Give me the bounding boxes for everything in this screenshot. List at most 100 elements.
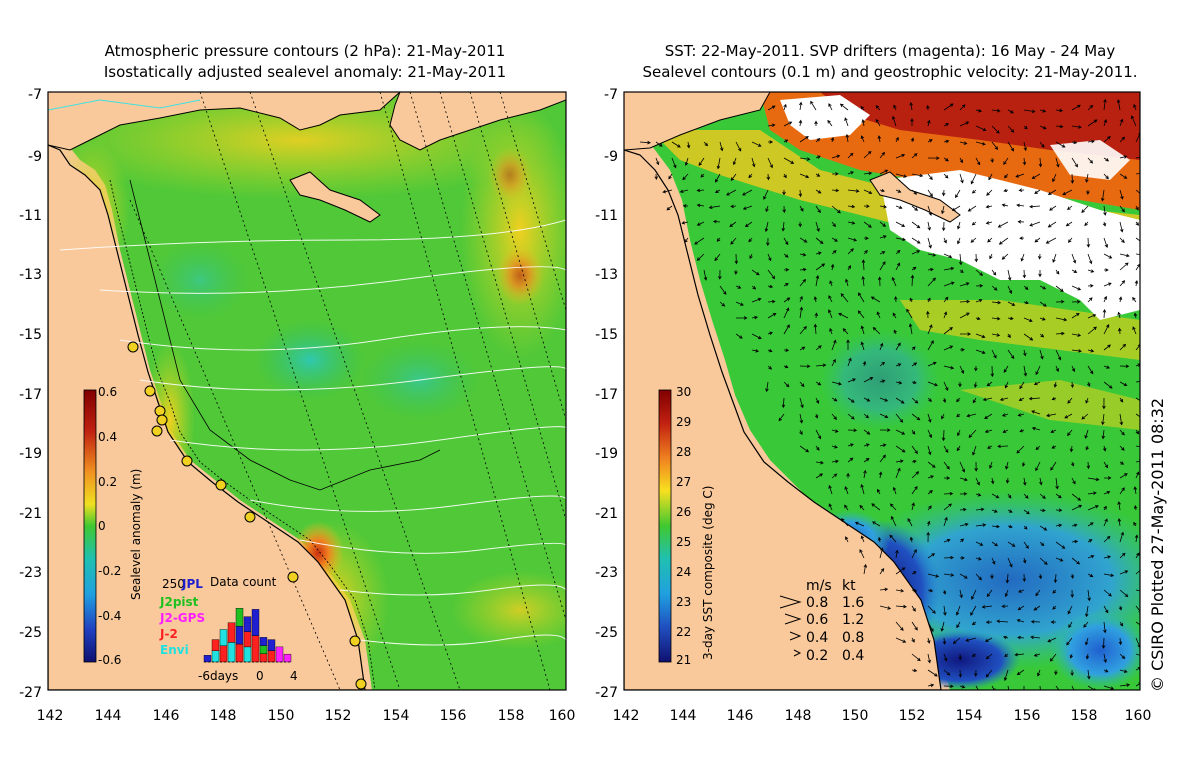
- velocity-arrow: [1039, 285, 1047, 290]
- velocity-arrow: [927, 119, 931, 127]
- velocity-arrow: [1103, 685, 1115, 690]
- velocity-arrow: [895, 567, 906, 575]
- velocity-arrow: [847, 171, 854, 175]
- velocity-arrow: [814, 413, 819, 419]
- velocity-arrow: [989, 461, 993, 469]
- left-warm-eddy-3: [488, 147, 532, 203]
- velocity-arrow: [1023, 317, 1033, 322]
- velocity-arrow: [966, 413, 977, 418]
- velocity-arrow: [714, 189, 721, 194]
- right-island-chain: [869, 171, 961, 223]
- velocity-arrow: [927, 267, 934, 272]
- velocity-arrow: [1039, 541, 1045, 547]
- velocity-arrow: [1052, 173, 1057, 183]
- velocity-arrow: [1039, 109, 1047, 113]
- velocity-arrow: [1101, 189, 1105, 202]
- velocity-arrow: [970, 605, 977, 616]
- velocity-arrow: [1087, 381, 1091, 387]
- velocity-arrow: [911, 605, 916, 612]
- velocity-arrow: [751, 157, 756, 168]
- velocity-arrow: [975, 477, 980, 486]
- velocity-arrow: [1018, 188, 1025, 192]
- velocity-arrow: [972, 397, 977, 404]
- velocity-arrow: [1087, 685, 1096, 690]
- velocity-arrow: [763, 189, 769, 200]
- velocity-arrow: [1135, 653, 1140, 658]
- velocity-arrow: [879, 397, 889, 402]
- legend-bar: [243, 646, 252, 663]
- velocity-arrow: [1022, 269, 1027, 279]
- velocity-arrow: [1087, 104, 1094, 111]
- velocity-arrow: [927, 361, 937, 367]
- velocity-arrow: [987, 445, 993, 449]
- velocity-arrow: [719, 285, 727, 295]
- velocity-arrow: [1039, 317, 1046, 321]
- left-y-tick: -21: [19, 506, 42, 522]
- left-y-tick: -23: [19, 565, 42, 581]
- legend-bar: [259, 653, 268, 663]
- right-cb-tick-8: 22: [676, 625, 691, 639]
- velocity-arrow: [668, 173, 673, 180]
- left-map: [48, 92, 566, 690]
- velocity-arrow: [1101, 429, 1106, 440]
- velocity-arrow: [764, 221, 769, 233]
- velocity-arrow: [847, 357, 852, 367]
- velocity-arrow: [1135, 459, 1140, 463]
- velocity-arrow: [1016, 669, 1025, 676]
- left-cyan-low-3: [150, 240, 250, 320]
- left-x-tick: 156: [440, 708, 467, 724]
- velocity-arrow: [798, 221, 802, 228]
- velocity-arrow: [863, 397, 871, 402]
- velocity-arrow: [911, 237, 921, 244]
- left-colorbar-ticks: 0.6 0.4 0.2 0 -0.2 -0.4 -0.6: [98, 385, 121, 667]
- velocity-arrow: [847, 428, 858, 433]
- velocity-arrow: [1007, 509, 1013, 513]
- left-cb-tick-6: -0.6: [98, 653, 121, 667]
- velocity-arrow: [1103, 253, 1113, 259]
- velocity-arrow: [1119, 621, 1124, 627]
- velocity-arrow: [959, 282, 970, 287]
- velocity-arrow: [1070, 669, 1074, 677]
- velocity-arrow: [1070, 381, 1075, 389]
- right-cloud-north: [780, 95, 870, 140]
- velocity-arrow: [1007, 301, 1016, 306]
- velocity-arrow: [814, 120, 818, 126]
- velocity-arrow: [696, 188, 705, 193]
- velocity-arrow: [1055, 523, 1063, 528]
- velocity-arrow: [845, 278, 849, 287]
- velocity-arrow: [911, 571, 917, 575]
- right-x-tick: 150: [842, 708, 869, 724]
- velocity-arrow: [1117, 311, 1121, 319]
- velocity-arrow: [1135, 253, 1140, 255]
- right-y-tick: -19: [595, 446, 618, 462]
- velocity-arrow: [927, 297, 931, 303]
- velocity-arrow: [830, 263, 835, 271]
- velocity-arrow: [1071, 125, 1082, 129]
- velocity-arrow: [985, 669, 993, 678]
- velocity-arrow: [1023, 300, 1029, 305]
- velocity-arrow: [959, 573, 968, 579]
- velocity-arrow: [799, 306, 804, 319]
- velocity-arrow: [861, 118, 866, 127]
- velocity-arrow: [1135, 429, 1140, 435]
- velocity-arrow: [831, 429, 839, 433]
- velocity-arrow: [1085, 605, 1089, 618]
- velocity-arrow: [926, 310, 930, 319]
- velocity-key-ms: 0.8: [806, 595, 828, 611]
- velocity-arrow: [895, 342, 901, 351]
- velocity-arrow: [927, 475, 934, 479]
- velocity-arrow: [783, 348, 790, 352]
- velocity-arrow: [831, 188, 840, 193]
- velocity-arrow: [957, 237, 961, 245]
- velocity-arrow: [1019, 381, 1025, 390]
- velocity-arrow: [839, 103, 849, 111]
- velocity-arrow: [941, 189, 946, 197]
- velocity-arrow: [895, 397, 905, 404]
- velocity-arrow: [943, 381, 949, 391]
- velocity-arrow: [815, 460, 824, 465]
- velocity-arrow: [1119, 589, 1129, 598]
- velocity-arrow: [1103, 365, 1111, 369]
- velocity-arrow: [799, 397, 804, 409]
- velocity-arrow: [1023, 365, 1028, 377]
- velocity-arrow: [991, 141, 999, 150]
